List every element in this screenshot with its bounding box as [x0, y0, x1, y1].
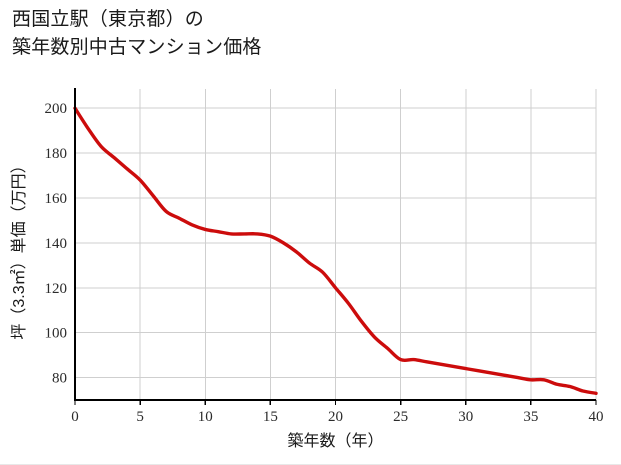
- x-tick-label: 35: [523, 409, 538, 425]
- y-tick-label: 160: [45, 191, 68, 207]
- y-tick-label: 120: [45, 281, 68, 297]
- y-tick-label: 80: [52, 371, 67, 387]
- x-axis-ticks: [74, 400, 597, 405]
- x-tick-label: 20: [328, 409, 343, 425]
- x-axis-tick-labels: 0 5 10 15 20 25 30 35 40: [71, 409, 603, 425]
- x-tick-label: 30: [458, 409, 473, 425]
- y-axis-title: 坪（3.3㎡）単価（万円）: [10, 157, 28, 339]
- y-tick-label: 140: [45, 236, 68, 252]
- y-axis-tick-labels: 80 100 120 140 160 180 200: [45, 101, 68, 386]
- x-tick-label: 25: [393, 409, 408, 425]
- x-tick-label: 0: [71, 409, 79, 425]
- x-tick-label: 15: [263, 409, 278, 425]
- x-tick-label: 10: [198, 409, 213, 425]
- vertical-gridlines: [139, 89, 597, 400]
- y-tick-label: 180: [45, 146, 68, 162]
- data-series-group: [73, 106, 598, 395]
- x-tick-label: 5: [136, 409, 144, 425]
- y-tick-label: 200: [45, 101, 68, 117]
- x-axis-title: 築年数（年）: [287, 432, 383, 450]
- series-line-坪単価: [73, 106, 598, 395]
- page-title: 西国立駅（東京都）の 築年数別中古マンション価格: [12, 9, 262, 58]
- y-tick-label: 100: [45, 326, 68, 342]
- x-tick-label: 40: [589, 409, 604, 425]
